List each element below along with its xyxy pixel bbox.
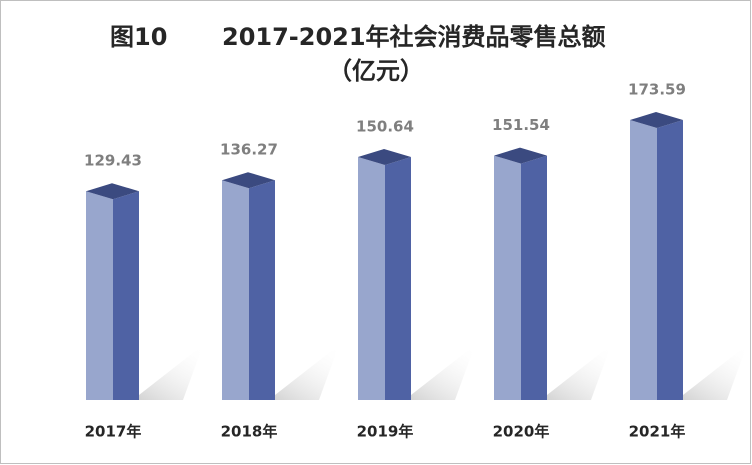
x-tick-label: 2019年 (357, 423, 414, 441)
bar-front (222, 180, 249, 400)
bar-front (630, 120, 657, 400)
bar-front (494, 155, 521, 400)
value-label: 151.54 (492, 116, 550, 134)
bar-shadow (113, 345, 203, 400)
value-label: 173.59 (628, 81, 686, 99)
bar-side (249, 180, 275, 400)
x-tick-label: 2021年 (629, 423, 686, 441)
bar-shadow (657, 345, 747, 400)
value-label: 150.64 (356, 118, 414, 136)
bar-side (113, 191, 139, 400)
bar-top (630, 112, 683, 128)
value-label: 136.27 (220, 141, 278, 159)
chart-unit: （亿元） (328, 57, 424, 85)
bar-side (521, 155, 547, 400)
bar-top (494, 147, 547, 164)
bar-front (358, 157, 385, 400)
bar-shadow (521, 345, 611, 400)
x-tick-label: 2020年 (493, 423, 550, 441)
bar-shadow (249, 345, 339, 400)
bar-top (358, 149, 411, 166)
chart-title: 2017-2021年社会消费品零售总额 (222, 23, 606, 51)
plot-area: 2017年 129.43 2018年 136.27 2019年 150.64 2020年 15… (84, 81, 747, 441)
x-tick-label: 2017年 (85, 423, 142, 441)
bar-top (222, 172, 275, 189)
bar-top (86, 183, 139, 200)
figure-label: 图10 (110, 23, 167, 51)
bar-front (86, 191, 113, 400)
bar-side (657, 120, 683, 400)
x-tick-label: 2018年 (221, 423, 278, 441)
bar-side (385, 157, 411, 400)
value-label: 129.43 (84, 152, 142, 170)
bar-shadow (385, 345, 475, 400)
